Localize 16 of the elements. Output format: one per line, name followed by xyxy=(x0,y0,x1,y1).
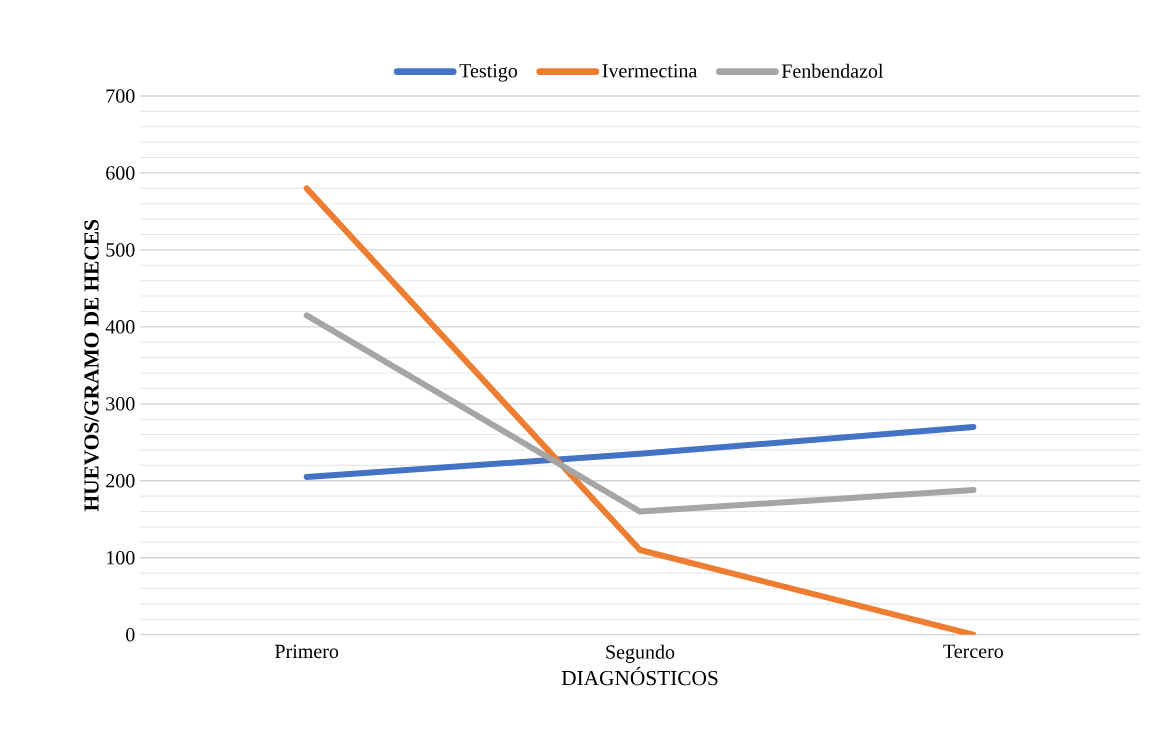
y-tick-label: 0 xyxy=(126,627,135,642)
x-tick-label: Tercero xyxy=(943,644,1003,658)
y-tick-label: 300 xyxy=(106,397,135,411)
y-tick-label: 400 xyxy=(105,320,135,334)
legend-label: Fenbendazol xyxy=(781,63,884,78)
legend-label: Ivermectina xyxy=(602,64,698,78)
y-axis-title: HUEVOS/GRAMO DE HECES xyxy=(84,220,99,512)
legend-label: Testigo xyxy=(459,64,518,82)
x-tick-label: Segundo xyxy=(606,644,675,663)
y-tick-label: 500 xyxy=(106,243,135,257)
y-tick-label: 200 xyxy=(106,474,135,488)
y-tick-label: 100 xyxy=(107,550,135,565)
x-tick-label: Primero xyxy=(275,644,339,659)
y-tick-label: 700 xyxy=(106,89,135,103)
x-axis-title: DIAGNÓSTICOS xyxy=(561,666,718,686)
y-tick-label: 600 xyxy=(106,166,135,180)
